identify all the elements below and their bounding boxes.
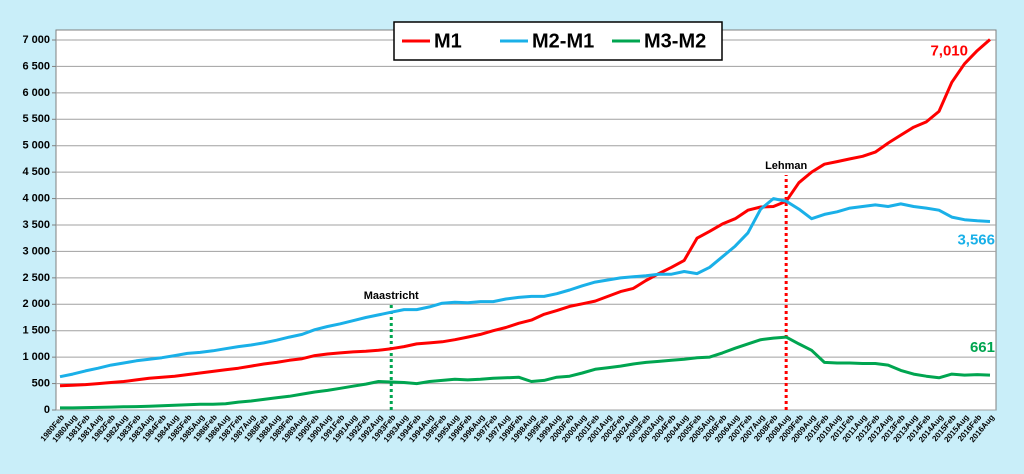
legend-box [393, 21, 723, 61]
y-tick-label: 6 500 [22, 60, 50, 72]
y-tick-label: 0 [44, 404, 50, 416]
y-tick-label: 4 500 [22, 166, 50, 178]
y-tick-label: 7 000 [22, 34, 50, 46]
y-tick-label: 1 500 [22, 325, 50, 337]
y-tick-label: 3 000 [22, 245, 50, 257]
y-tick-label: 4 000 [22, 192, 50, 204]
end-label: 7,010 [930, 42, 968, 59]
y-tick-label: 6 000 [22, 87, 50, 99]
end-label: 661 [970, 339, 995, 356]
legend-label: M1 [434, 30, 462, 52]
legend: M1 M2-M1 M3-M2 [393, 21, 723, 61]
y-tick-label: 1 000 [22, 351, 50, 363]
y-tick-label: 5 000 [22, 140, 50, 152]
y-tick-label: 2 000 [22, 298, 50, 310]
event-marker-label: Maastricht [364, 290, 419, 302]
y-tick-label: 5 500 [22, 113, 50, 125]
series-line [59, 197, 991, 379]
y-tick-label: 3 500 [22, 219, 50, 231]
event-marker-label: Lehman [765, 160, 807, 172]
end-label: 3,566 [957, 231, 995, 248]
legend-label: M2-M1 [532, 30, 594, 52]
y-tick-label: 2 500 [22, 272, 50, 284]
series-line [59, 38, 991, 388]
series-line [60, 335, 991, 410]
y-tick-label: 500 [32, 377, 50, 389]
legend-label: M3-M2 [644, 30, 706, 52]
